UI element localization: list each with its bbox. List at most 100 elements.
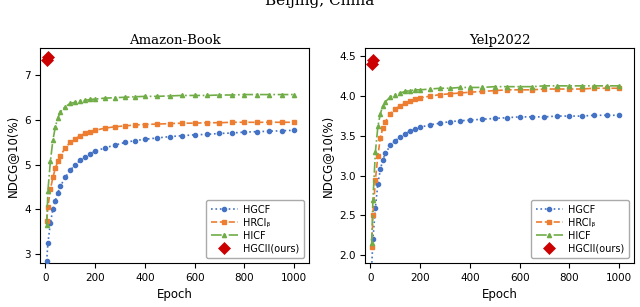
HGCF: [392, 139, 399, 142]
HICF: [412, 88, 419, 92]
HRCIᵦ: [67, 141, 74, 144]
HRCIᵦ: [203, 121, 211, 125]
HRCIᵦ: [479, 90, 486, 93]
HICF: [578, 84, 586, 88]
HGCF: [56, 185, 64, 188]
Line: HGCII(ours): HGCII(ours): [367, 56, 377, 68]
HICF: [566, 84, 573, 88]
HGCF: [369, 238, 377, 241]
HGCF: [86, 152, 94, 155]
HRCIᵦ: [541, 87, 548, 91]
Legend: HGCF, HRCIᵦ, HICF, HGCII(ours): HGCF, HRCIᵦ, HICF, HGCII(ours): [206, 200, 304, 258]
HICF: [253, 93, 260, 96]
HICF: [228, 93, 236, 97]
HRCIᵦ: [216, 121, 223, 125]
HICF: [401, 90, 409, 93]
HICF: [52, 125, 60, 129]
HGCF: [54, 191, 61, 194]
HRCIᵦ: [406, 99, 414, 103]
HGCF: [387, 144, 394, 147]
HGCF: [528, 115, 536, 119]
HICF: [61, 105, 69, 108]
HICF: [516, 85, 524, 88]
HICF: [374, 125, 381, 128]
HGCF: [241, 130, 248, 134]
Y-axis label: NDCG@10(%): NDCG@10(%): [6, 115, 19, 197]
HGCII(ours): [44, 55, 52, 58]
HRCIᵦ: [61, 146, 69, 150]
HICF: [446, 86, 454, 90]
HICF: [72, 100, 79, 104]
HICF: [590, 84, 598, 88]
HRCIᵦ: [81, 132, 89, 135]
HRCIᵦ: [491, 89, 499, 92]
HGCF: [381, 152, 389, 155]
HICF: [203, 94, 211, 97]
Line: HRCIᵦ: HRCIᵦ: [45, 120, 296, 223]
HICF: [266, 93, 273, 96]
HRCIᵦ: [278, 120, 285, 124]
HICF: [92, 97, 99, 101]
HGCF: [131, 139, 139, 142]
HRCIᵦ: [141, 123, 148, 126]
HRCIᵦ: [166, 122, 173, 126]
Legend: HGCF, HRCIᵦ, HICF, HGCII(ours): HGCF, HRCIᵦ, HICF, HGCII(ours): [531, 200, 629, 258]
HICF: [131, 95, 139, 99]
HGCF: [49, 208, 57, 211]
HGCF: [466, 118, 474, 122]
HICF: [503, 85, 511, 88]
HICF: [179, 94, 186, 97]
HICF: [376, 112, 384, 115]
HRCIᵦ: [528, 88, 536, 92]
Line: HGCF: HGCF: [45, 128, 296, 263]
HICF: [456, 86, 464, 89]
HICF: [278, 93, 285, 96]
HGCF: [374, 182, 381, 185]
HGCF: [566, 114, 573, 118]
Line: HGCII(ours): HGCII(ours): [42, 52, 52, 64]
HICF: [121, 95, 129, 99]
HGCF: [101, 146, 109, 150]
HICF: [43, 223, 51, 227]
HRCIᵦ: [52, 166, 60, 170]
HGCF: [166, 135, 173, 138]
HGCF: [61, 176, 69, 179]
HGCF: [47, 221, 54, 225]
Title: Yelp2022: Yelp2022: [469, 34, 531, 47]
HRCIᵦ: [131, 123, 139, 127]
HRCIᵦ: [381, 120, 389, 123]
Y-axis label: NDCG@10(%): NDCG@10(%): [321, 115, 333, 197]
HICF: [426, 87, 434, 91]
HRCIᵦ: [516, 88, 524, 92]
HGCF: [406, 129, 414, 133]
HGCII(ours): [368, 63, 376, 66]
Line: HGCF: HGCF: [369, 113, 621, 269]
HRCIᵦ: [436, 93, 444, 96]
HRCIᵦ: [372, 178, 380, 181]
HICF: [387, 95, 394, 99]
HRCIᵦ: [416, 96, 424, 100]
HGCF: [228, 131, 236, 135]
HGCF: [253, 130, 260, 134]
HRCIᵦ: [446, 92, 454, 96]
HICF: [56, 110, 64, 114]
HRCIᵦ: [76, 134, 84, 138]
HICF: [101, 96, 109, 100]
HGCF: [111, 143, 119, 147]
Text: Beijing, China: Beijing, China: [266, 0, 374, 8]
HRCIᵦ: [396, 104, 404, 107]
Line: HRCIᵦ: HRCIᵦ: [369, 86, 621, 249]
HICF: [528, 85, 536, 88]
HRCIᵦ: [456, 91, 464, 95]
HGCF: [203, 133, 211, 136]
HICF: [368, 241, 376, 245]
HICF: [615, 84, 623, 88]
X-axis label: Epoch: Epoch: [482, 289, 518, 301]
HRCIᵦ: [466, 90, 474, 94]
HRCIᵦ: [615, 86, 623, 90]
HGCF: [154, 136, 161, 140]
HGCII(ours): [43, 58, 51, 61]
HRCIᵦ: [56, 154, 64, 158]
HICF: [166, 94, 173, 98]
HRCIᵦ: [426, 94, 434, 98]
